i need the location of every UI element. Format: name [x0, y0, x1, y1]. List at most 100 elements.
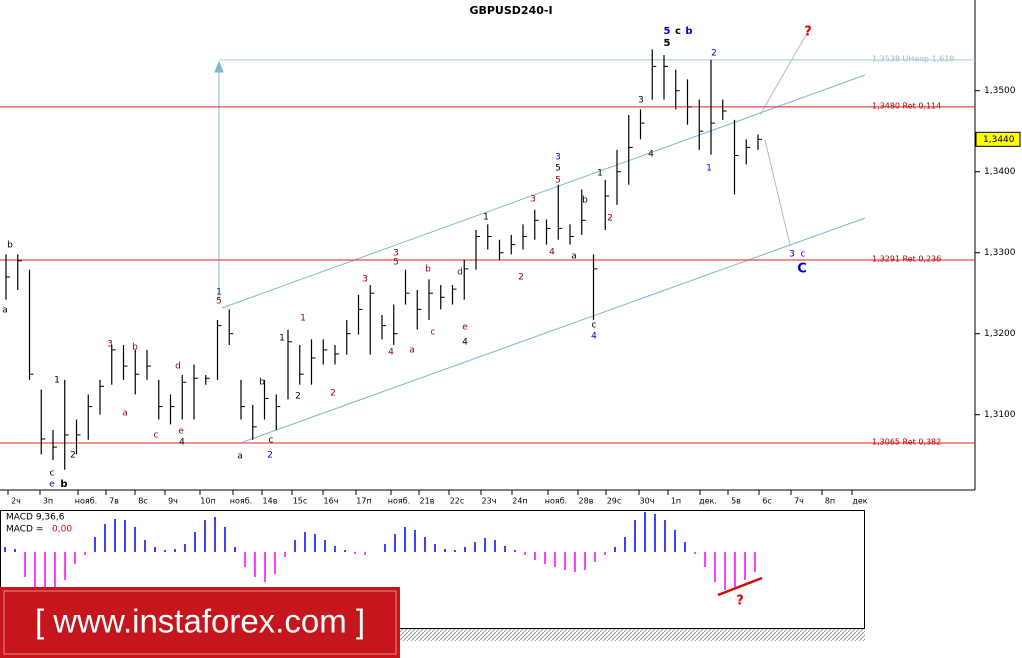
x-tick-label: нояб. — [388, 497, 410, 506]
channel-lines — [214, 27, 866, 443]
wave-label: b — [685, 26, 692, 37]
x-tick-label: 6с — [762, 497, 772, 506]
wave-label: 3 — [107, 340, 113, 350]
x-tick-label: 8с — [138, 497, 148, 506]
chart-title: GBPUSD240-I — [469, 4, 552, 17]
wave-label: 1 — [483, 213, 489, 223]
divergence-line — [717, 576, 763, 597]
wave-label: 4 — [179, 438, 185, 448]
wave-label: a — [122, 409, 128, 419]
wave-label: ? — [804, 25, 812, 40]
macd-pane — [0, 510, 865, 629]
logo-border — [3, 590, 397, 655]
wave-label: a — [2, 306, 8, 316]
wave-label: 3 — [530, 195, 536, 205]
x-tick-label: 7ч — [794, 497, 804, 506]
wave-label: d — [457, 268, 463, 278]
wave-label: 2 — [330, 389, 336, 399]
wave-label: b — [582, 196, 588, 206]
x-tick-label: 17п — [356, 497, 371, 506]
wave-label: 1 — [300, 314, 306, 324]
wave-label: 5 — [664, 26, 671, 37]
wave-label: 2 — [607, 214, 613, 224]
wave-label: d — [175, 362, 181, 372]
wave-label: 1 — [216, 288, 222, 298]
y-tick-label: 1,3100 — [984, 410, 1016, 420]
wave-label: a — [571, 252, 577, 262]
lower-channel — [242, 217, 866, 443]
logo-box — [0, 587, 400, 658]
wave-label: 3 — [789, 250, 795, 260]
logo-text: [ www.instaforex.com ] — [35, 603, 365, 640]
x-tick-label: нояб. — [230, 497, 252, 506]
arrow-head — [214, 60, 224, 73]
x-tick-label: 9ч — [168, 497, 178, 506]
wave-label: 5 — [393, 258, 399, 268]
wave-label: 2 — [518, 273, 524, 283]
wave-label: ? — [736, 594, 744, 609]
wave-label: e — [49, 480, 55, 490]
wave-label: b — [60, 479, 67, 490]
wave-label: 5 — [664, 38, 671, 49]
macd-value: 0,00 — [52, 525, 72, 535]
wave-label: C — [797, 262, 807, 277]
wave-label: a — [409, 346, 415, 356]
x-tick-label: 14в — [263, 497, 278, 506]
level-label: 1,3538 UHexp 1,618 — [872, 54, 954, 63]
x-tick-label: 23ч — [482, 497, 497, 506]
wave-label: 2 — [295, 392, 301, 402]
x-tick-label: 28в — [579, 497, 594, 506]
projection-down — [764, 139, 791, 246]
wave-label: c — [592, 321, 597, 331]
x-tick-label: дек — [852, 497, 867, 506]
wave-label: b — [132, 343, 138, 353]
x-tick-label: 29с — [607, 497, 622, 506]
y-tick-label: 1,3500 — [984, 86, 1016, 96]
wave-label: c — [269, 436, 274, 446]
wave-label: c — [50, 469, 55, 479]
wave-label: 1 — [54, 376, 60, 386]
wave-label: 3 — [555, 153, 561, 163]
x-tick-label: 16ч — [324, 497, 339, 506]
projection-up — [759, 27, 811, 116]
wave-label: e — [462, 323, 468, 333]
x-tick-label: 1п — [671, 497, 681, 506]
scrollbar-strip — [400, 629, 865, 641]
x-tick-label: 10п — [200, 497, 215, 506]
upper-channel — [221, 74, 866, 309]
wave-label: 1 — [706, 164, 712, 174]
x-tick-label: 2ч — [11, 497, 21, 506]
wave-label: 3 — [362, 275, 368, 285]
x-tick-label: 30ч — [640, 497, 655, 506]
y-tick-label: 1,3300 — [984, 248, 1016, 258]
macd-value-name: MACD = — [6, 525, 43, 535]
wave-label: c — [431, 328, 436, 338]
x-tick-label: 21в — [420, 497, 435, 506]
x-tick-label: нояб. — [75, 497, 97, 506]
wave-label: c — [801, 250, 806, 260]
x-tick-label: дек. — [699, 497, 717, 506]
current-price-box — [975, 131, 1021, 147]
x-tick-label: нояб. — [545, 497, 567, 506]
wave-label: b — [7, 241, 13, 251]
x-tick-label: 5в — [731, 497, 741, 506]
wave-label: 5 — [216, 297, 222, 307]
level-label: 1,3065 Ret 0,382 — [872, 438, 941, 447]
x-tick-label: 24п — [512, 497, 527, 506]
wave-label: 4 — [648, 150, 654, 160]
x-tick-label: 22с — [450, 497, 465, 506]
macd-label: MACD 9,36,6 — [6, 513, 65, 523]
y-tick-label: 1,3200 — [984, 329, 1016, 339]
wave-label: 4 — [388, 348, 394, 358]
wave-label: 2 — [711, 49, 717, 59]
wave-label: 2 — [70, 451, 76, 461]
wave-label: 5 — [555, 176, 561, 186]
wave-label: 5 — [555, 164, 561, 174]
wave-label: 4 — [462, 338, 468, 348]
wave-label: 4 — [549, 248, 555, 258]
x-tick-label: 8п — [825, 497, 835, 506]
wave-label: 2 — [267, 451, 273, 461]
